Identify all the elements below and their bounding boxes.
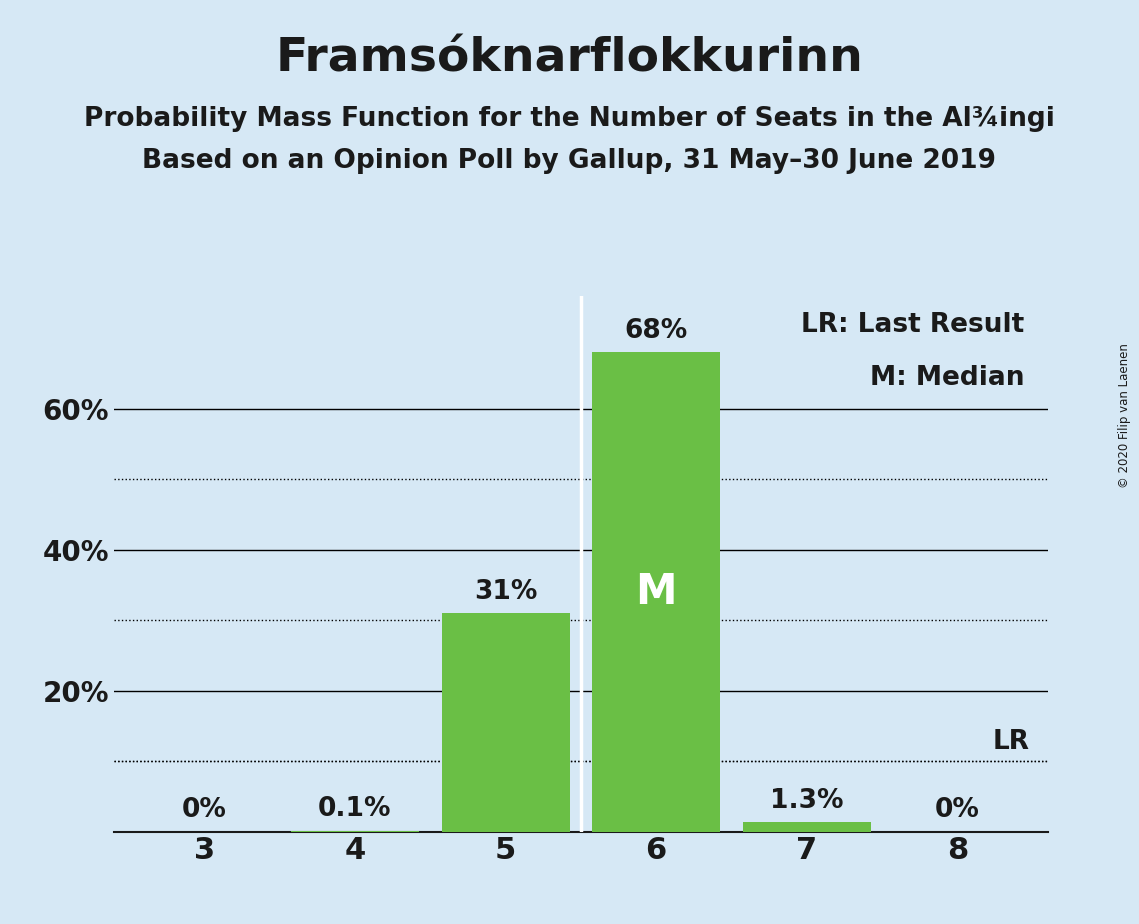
Text: © 2020 Filip van Laenen: © 2020 Filip van Laenen <box>1118 344 1131 488</box>
Text: LR: Last Result: LR: Last Result <box>801 311 1024 338</box>
Text: Framsóknarflokkurinn: Framsóknarflokkurinn <box>276 37 863 82</box>
Bar <box>743 822 871 832</box>
Text: 0%: 0% <box>935 797 980 823</box>
Text: 0.1%: 0.1% <box>318 796 392 822</box>
Text: 31%: 31% <box>474 578 538 604</box>
Text: 1.3%: 1.3% <box>770 788 844 814</box>
Text: Probability Mass Function for the Number of Seats in the Al¾ingi: Probability Mass Function for the Number… <box>84 106 1055 132</box>
Bar <box>442 613 570 832</box>
Text: Based on an Opinion Poll by Gallup, 31 May–30 June 2019: Based on an Opinion Poll by Gallup, 31 M… <box>142 148 997 174</box>
Text: 68%: 68% <box>624 318 688 344</box>
Text: LR: LR <box>993 729 1030 756</box>
Text: M: M <box>636 571 677 613</box>
Text: 0%: 0% <box>182 797 227 823</box>
Bar <box>592 352 720 832</box>
Text: M: Median: M: Median <box>870 365 1024 392</box>
